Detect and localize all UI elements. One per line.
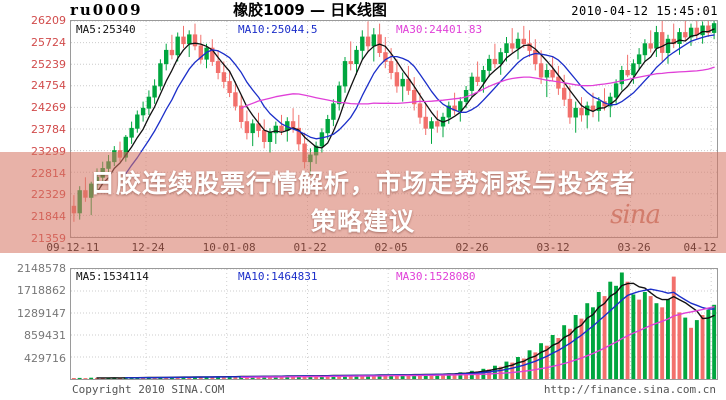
copyright-text: Copyright 2010 SINA.COM xyxy=(72,383,225,396)
headline-overlay: 日胶连续股票行情解析，市场走势洞悉与投资者 策略建议 xyxy=(0,162,726,244)
price-tick-label: 23299 xyxy=(31,144,66,158)
volume-ma10-label: MA10:1464831 xyxy=(238,270,318,283)
volume-chart-panel[interactable] xyxy=(70,268,718,380)
price-ma5-label: MA5:25340 xyxy=(76,23,136,36)
volume-ma5-label: MA5:1534114 xyxy=(76,270,149,283)
volume-tick-label: 2148578 xyxy=(17,262,66,275)
chart-title: 橡胶1009 — 日K线图 xyxy=(233,1,387,19)
price-tick-label: 25239 xyxy=(31,57,66,71)
volume-tick-label: 859431 xyxy=(24,329,66,343)
symbol-code: ru0009 xyxy=(70,1,143,19)
price-tick-label: 25724 xyxy=(31,35,66,49)
quote-timestamp: 2010-04-12 15:45:01 xyxy=(571,4,718,18)
price-tick-label: 24269 xyxy=(31,101,66,115)
price-ma30-label: MA30:24401.83 xyxy=(396,23,483,36)
price-tick-label: 26209 xyxy=(31,14,66,27)
volume-tick-label: 1718862 xyxy=(17,284,66,298)
volume-bar-plot xyxy=(71,269,717,379)
volume-tick-label: 1289147 xyxy=(17,306,66,320)
price-tick-label: 23784 xyxy=(31,123,66,136)
headline-line-1: 日胶连续股票行情解析，市场走势洞悉与投资者 xyxy=(89,169,636,198)
source-url[interactable]: http://finance.sina.com.cn xyxy=(543,383,716,396)
price-tick-label: 24754 xyxy=(31,79,66,93)
volume-ma30-label: MA30:1528080 xyxy=(396,270,476,283)
headline-line-2: 策略建议 xyxy=(310,207,415,236)
volume-tick-label: 429716 xyxy=(24,351,66,365)
price-ma10-label: MA10:25044.5 xyxy=(238,23,318,36)
